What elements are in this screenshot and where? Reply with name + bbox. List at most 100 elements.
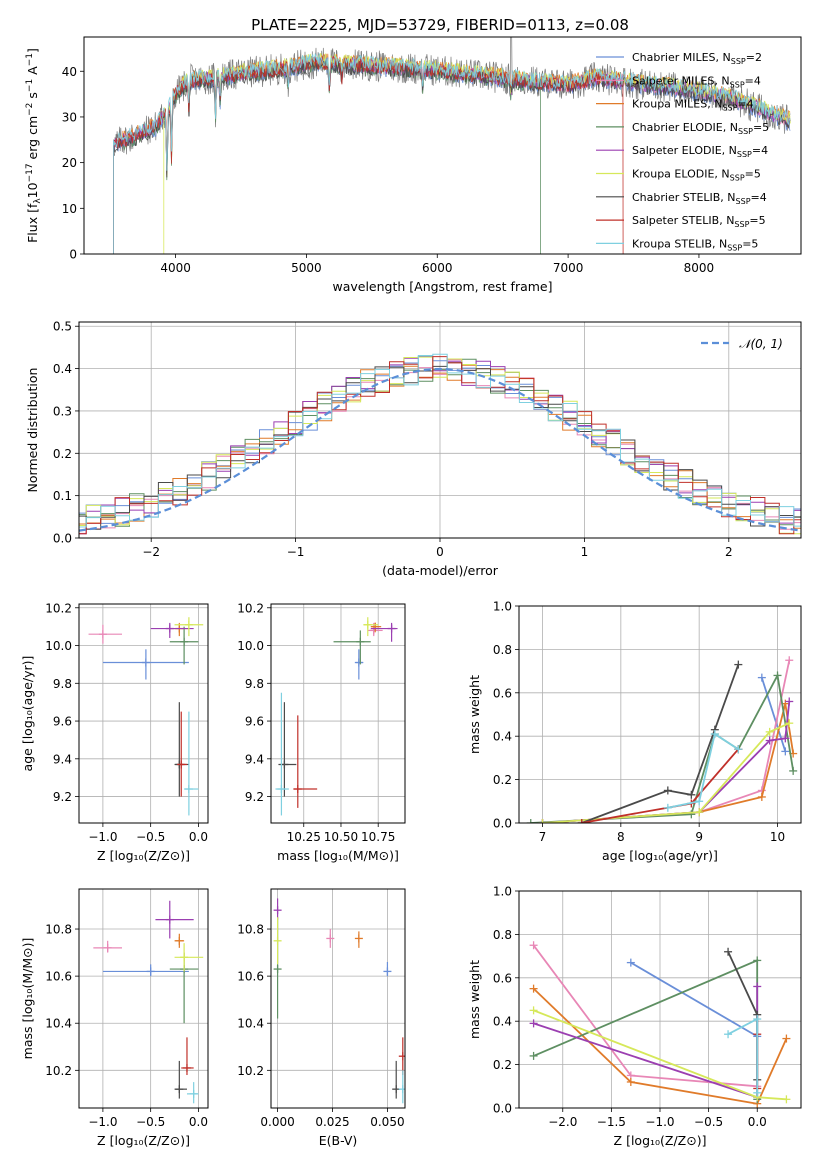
legend-entry: Chabrier MILES, NSSP=2 [632,51,762,66]
x-axis-label: Z [log₁₀(Z/Z⊙)] [97,1133,190,1148]
y-axis-label: Flux [fλ10−17 erg cm−2 s−1 A−1] [25,48,43,243]
residual-histogram [79,353,801,528]
y-tick-label: 0 [69,248,77,262]
age_vs_Z-frame [78,603,209,824]
y-axis-label-part: −17 [25,163,35,182]
x-axis-label: Z [log₁₀(Z/Z⊙)] [97,848,190,863]
residuals-plot-area [79,353,801,535]
y-tick-label: 10.6 [45,970,72,984]
x-tick-label: 7000 [553,261,584,275]
age_vs_Z-plot-area [88,617,204,816]
x-tick-label: 0.025 [315,1115,349,1129]
legend-entry-name: Kroupa ELODIE, N [632,168,730,181]
y-tick-label: 40 [62,65,77,79]
y-tick-label: 10.0 [45,639,72,653]
y-axis-label-part: −1 [25,79,35,92]
legend-entry-suffix: =4 [745,74,761,87]
y-tick-label: 0.0 [493,1102,512,1116]
y-axis-label-part: A [25,66,40,79]
x-tick-label: −1.0 [645,1115,674,1129]
x-tick-label: 1 [581,545,589,559]
spectrum-panel: 4000 5000 6000 7000 8000 0 10 20 30 40 wavelength … [25,36,802,294]
y-tick-label: 0.5 [53,320,72,334]
x-tick-label: 2 [725,545,733,559]
y-tick-label: 0.1 [53,489,72,503]
y-tick-label: 9.6 [245,715,264,729]
legend-entry-name: Salpeter MILES, N [632,74,730,87]
y-tick-label: 1.0 [493,885,512,899]
x-axis-label: mass [log₁₀(M/M⊙)] [277,848,399,863]
x-tick-label: 0.0 [189,830,208,844]
y-axis-label-part: 10 [25,182,40,198]
y-tick-label: 0.6 [493,686,512,700]
x-tick-label: 0.000 [260,1115,294,1129]
y-tick-label: 9.8 [53,677,72,691]
legend-entry: Kroupa STELIB, NSSP=5 [632,237,758,252]
x-tick-label: 10 [770,830,785,844]
residual-histogram [79,355,801,524]
y-tick-label: 10.2 [45,601,72,615]
mass_weight_vs_Z-frame [518,890,802,1109]
x-tick-label: 10.75 [361,830,395,844]
mass_weight_vs_Z-panel: −2.0 −1.5 −1.0 −0.5 0.0 0.0 0.2 0.4 0.6 0.8 1.0 Z [… [467,885,802,1148]
mass_weight_vs_Z-plot-area [529,941,791,1108]
mass_vs_Z-plot-area [93,900,204,1104]
y-tick-label: 0.4 [53,362,72,376]
y-tick-label: 9.4 [53,752,72,766]
normal-reference-curve [79,367,801,532]
legend-entry: Kroupa MILES, NSSP=4 [632,98,754,113]
y-tick-label: 10.2 [45,1064,72,1078]
x-tick-label: 8 [617,830,625,844]
y-tick-label: 0.4 [493,730,512,744]
y-axis-label-part: λ [33,198,43,204]
legend-entry: Salpeter ELODIE, NSSP=4 [632,144,768,159]
y-axis-label: mass weight [467,675,482,754]
x-tick-label: 4000 [160,261,191,275]
x-tick-label: 0.0 [189,1115,208,1129]
x-tick-label: 7 [539,830,547,844]
y-axis-label: mass weight [467,960,482,1039]
mass-weight-line [581,664,740,823]
mass-weight-line [581,748,739,823]
y-tick-label: 0.3 [53,404,72,418]
x-axis-label: age [log₁₀(age/yr)] [602,848,718,863]
legend-entry-subscript: SSP [730,174,745,183]
y-axis-label-part: ] [25,48,40,53]
mass-weight-line [727,1017,759,1093]
legend-entry-name: Kroupa MILES, N [632,98,722,111]
y-tick-label: 30 [62,110,77,124]
y-axis-label-part: s [25,92,40,103]
mass_vs_Z-frame [78,888,209,1109]
mass-weight-line [542,722,790,823]
y-tick-label: 0.2 [493,773,512,787]
y-tick-label: 9.8 [245,677,264,691]
legend-entry-name: Salpeter ELODIE, N [632,144,737,157]
y-tick-label: 10.0 [237,639,264,653]
y-axis-label-part: erg cm [25,116,40,164]
x-tick-label: 10.50 [324,830,358,844]
y-tick-label: 0.0 [53,532,72,546]
y-axis-label-part: −1 [25,53,35,66]
x-tick-label: −1.0 [88,830,117,844]
y-tick-label: 0.0 [493,817,512,831]
legend-entry-name: Chabrier STELIB, N [632,191,736,204]
legend-entry-name: Kroupa STELIB, N [632,237,727,250]
legend-entry-subscript: SSP [730,80,745,89]
x-tick-label: −0.5 [694,1115,723,1129]
y-tick-label: 0.4 [493,1015,512,1029]
y-tick-label: 10.4 [45,1017,72,1031]
y-tick-label: 0.8 [493,643,512,657]
x-axis-label: Z [log₁₀(Z/Z⊙)] [614,1133,707,1148]
legend-entry-name: Salpeter STELIB, N [632,214,734,227]
y-tick-label: 10.8 [45,923,72,937]
legend-entry-subscript: SSP [722,104,737,113]
y-tick-label: 0.6 [493,971,512,985]
y-tick-label: 9.2 [245,790,264,804]
x-tick-label: 0 [436,545,444,559]
legend-entry-suffix: =5 [745,168,761,181]
y-tick-label: 9.4 [245,752,264,766]
y-tick-label: 1.0 [493,600,512,614]
legend-entry-subscript: SSP [736,197,751,206]
legend-entry: 𝒩(0, 1) [739,337,783,351]
x-tick-label: 0.050 [370,1115,404,1129]
